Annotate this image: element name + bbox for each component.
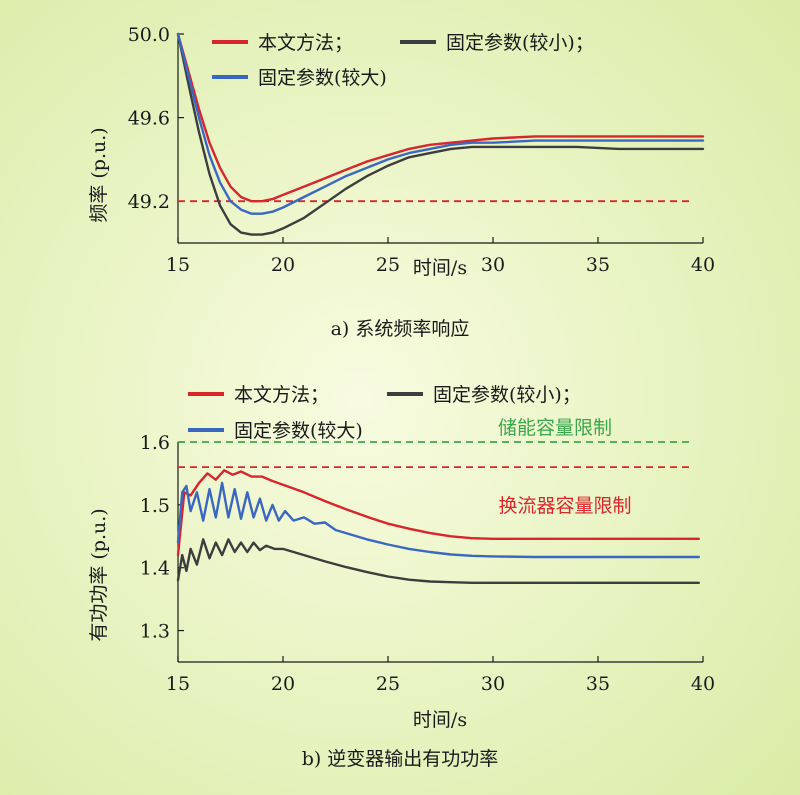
x-tick-label: 30 (481, 254, 505, 276)
reference-line-label: 储能容量限制 (498, 417, 612, 439)
x-tick-label: 40 (691, 254, 715, 276)
series-line (176, 32, 705, 203)
y-tick-label: 50.0 (128, 24, 170, 46)
x-tick-label: 35 (586, 254, 610, 276)
y-tick-label: 1.5 (140, 495, 170, 517)
panel-frequency-response: 15 20 25 30 35 40 49.2 49.6 50.0 本文方法； 固定参数(较小)； 固… (88, 24, 715, 340)
x-tick-label: 40 (691, 673, 715, 695)
x-tick-label: 30 (481, 673, 505, 695)
x-axis-title: 时间/s (413, 257, 467, 279)
legend-label: 固定参数(较小)； (433, 384, 581, 406)
y-tick-label: 1.4 (140, 558, 170, 580)
series-line (176, 32, 705, 236)
panel-caption: b) 逆变器输出有功功率 (302, 748, 499, 770)
x-tick-label: 35 (586, 673, 610, 695)
legend-label: 固定参数(较大) (234, 420, 363, 442)
legend-label: 本文方法； (234, 384, 329, 406)
legend: 本文方法； 固定参数(较小)； 固定参数(较大) (212, 32, 594, 89)
y-tick-label: 49.6 (128, 108, 170, 130)
x-tick-label: 15 (166, 254, 190, 276)
reference-line-label: 换流器容量限制 (498, 495, 631, 517)
series-group (176, 469, 700, 584)
series-line (176, 32, 705, 215)
legend-label: 固定参数(较小)； (446, 32, 594, 54)
series-line (176, 481, 700, 559)
y-tick-label: 1.6 (140, 432, 170, 454)
y-tick-label: 49.2 (128, 191, 170, 213)
y-tick-label: 1.3 (140, 621, 170, 643)
legend: 本文方法； 固定参数(较小)； 固定参数(较大) (188, 384, 581, 442)
series-line (176, 469, 700, 557)
legend-label: 本文方法； (258, 32, 353, 54)
x-axis-title: 时间/s (413, 709, 467, 731)
series-group (176, 32, 705, 236)
legend-label: 固定参数(较大) (258, 67, 387, 89)
x-tick-label: 25 (376, 254, 400, 276)
axis-ticks: 15 20 25 30 35 40 1.3 1.4 1.5 1.6 (140, 432, 715, 695)
x-tick-label: 15 (166, 673, 190, 695)
x-tick-label: 20 (271, 254, 295, 276)
y-axis-title: 有功功率 (p.u.) (88, 508, 110, 641)
panel-caption: a) 系统频率响应 (331, 318, 470, 340)
x-tick-label: 20 (271, 673, 295, 695)
y-axis-title: 频率 (p.u.) (88, 127, 110, 222)
x-tick-label: 25 (376, 673, 400, 695)
axis-ticks: 15 20 25 30 35 40 49.2 49.6 50.0 (128, 24, 715, 276)
series-line (176, 538, 700, 584)
